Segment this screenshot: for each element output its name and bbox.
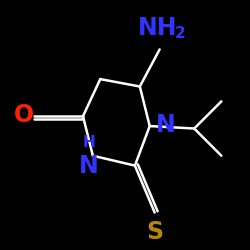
Text: N: N [156, 113, 176, 137]
Text: N: N [79, 154, 99, 178]
Text: NH: NH [138, 16, 177, 40]
Text: H: H [83, 134, 96, 150]
Text: S: S [146, 220, 163, 244]
Text: 2: 2 [174, 26, 185, 41]
Text: O: O [14, 103, 34, 127]
